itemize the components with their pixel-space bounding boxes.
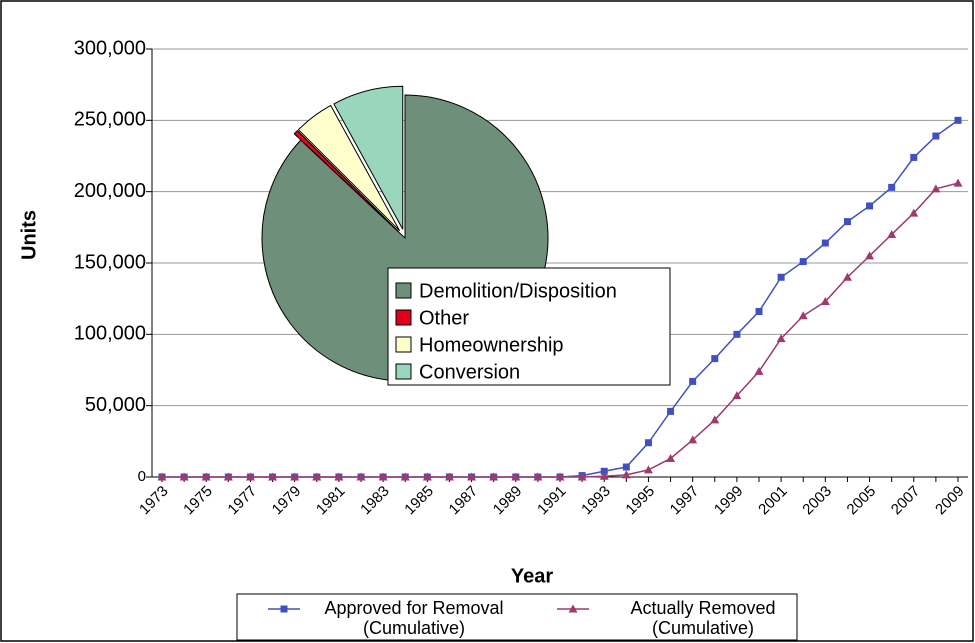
- data-point: [489, 472, 499, 481]
- data-point: [755, 308, 763, 316]
- data-point: [820, 297, 830, 306]
- legend-swatch: [395, 282, 412, 299]
- data-point: [644, 439, 652, 447]
- pie-legend-box: [387, 267, 671, 386]
- data-point: [600, 467, 608, 475]
- data-point: [312, 472, 322, 481]
- data-point: [710, 415, 720, 424]
- data-point: [754, 366, 764, 375]
- data-point: [223, 472, 233, 481]
- y-axis-title: Units: [18, 210, 40, 260]
- data-point: [622, 463, 630, 471]
- data-point: [887, 229, 897, 238]
- data-point: [511, 472, 521, 481]
- data-point: [866, 202, 874, 210]
- y-tick-label: 250,000: [74, 109, 146, 131]
- data-point: [865, 251, 875, 260]
- data-point: [621, 470, 631, 479]
- data-point: [201, 472, 211, 481]
- legend-label: Conversion: [419, 361, 520, 383]
- data-point: [533, 472, 543, 481]
- data-point: [290, 472, 300, 481]
- data-point: [422, 472, 432, 481]
- data-point: [400, 472, 410, 481]
- x-axis-title: Year: [511, 565, 553, 587]
- data-point: [689, 377, 697, 385]
- data-point: [777, 273, 785, 281]
- legend-marker: [280, 605, 288, 613]
- data-point: [356, 472, 366, 481]
- pie-slice: [293, 129, 399, 233]
- data-point: [909, 208, 919, 217]
- y-tick-label: 0: [138, 468, 146, 485]
- data-point: [666, 453, 676, 462]
- data-point: [467, 472, 477, 481]
- data-point: [157, 472, 167, 481]
- data-point: [555, 472, 565, 481]
- data-point: [599, 471, 609, 480]
- pie-slice: [297, 104, 401, 232]
- data-point: [776, 334, 786, 343]
- y-tick-label: 100,000: [74, 323, 146, 345]
- data-point: [378, 472, 388, 481]
- legend-box: [236, 593, 798, 641]
- data-point: [334, 472, 344, 481]
- y-tick-label: 50,000: [85, 394, 146, 416]
- legend-label: Demolition/Disposition: [419, 280, 617, 302]
- data-point: [843, 218, 851, 226]
- data-point: [799, 258, 807, 266]
- legend-label: Other: [419, 307, 469, 329]
- data-point: [821, 239, 829, 247]
- data-point: [688, 435, 698, 444]
- data-point: [931, 184, 941, 193]
- legend-swatch: [395, 309, 412, 326]
- legend-label: Actually Removed (Cumulative): [630, 598, 776, 638]
- legend-label: Homeownership: [419, 334, 564, 356]
- data-point: [798, 311, 808, 320]
- data-point: [842, 272, 852, 281]
- data-point: [577, 472, 587, 481]
- data-point: [444, 472, 454, 481]
- data-point: [932, 132, 940, 140]
- y-tick-label: 300,000: [74, 37, 146, 59]
- data-point: [179, 472, 189, 481]
- data-point: [643, 465, 653, 474]
- legend-swatch: [395, 363, 412, 380]
- data-point: [245, 472, 255, 481]
- legend-label: Approved for Removal (Cumulative): [324, 598, 504, 638]
- data-point: [268, 472, 278, 481]
- pie-slice: [333, 85, 404, 230]
- data-point: [910, 153, 918, 161]
- data-point: [888, 183, 896, 191]
- data-point: [732, 391, 742, 400]
- legend-marker: [568, 604, 578, 613]
- data-point: [953, 178, 963, 187]
- data-point: [711, 355, 719, 363]
- data-point: [954, 116, 962, 124]
- y-tick-label: 150,000: [74, 251, 146, 273]
- y-tick-label: 200,000: [74, 180, 146, 202]
- legend-swatch: [395, 336, 412, 353]
- data-point: [667, 407, 675, 415]
- data-point: [733, 330, 741, 338]
